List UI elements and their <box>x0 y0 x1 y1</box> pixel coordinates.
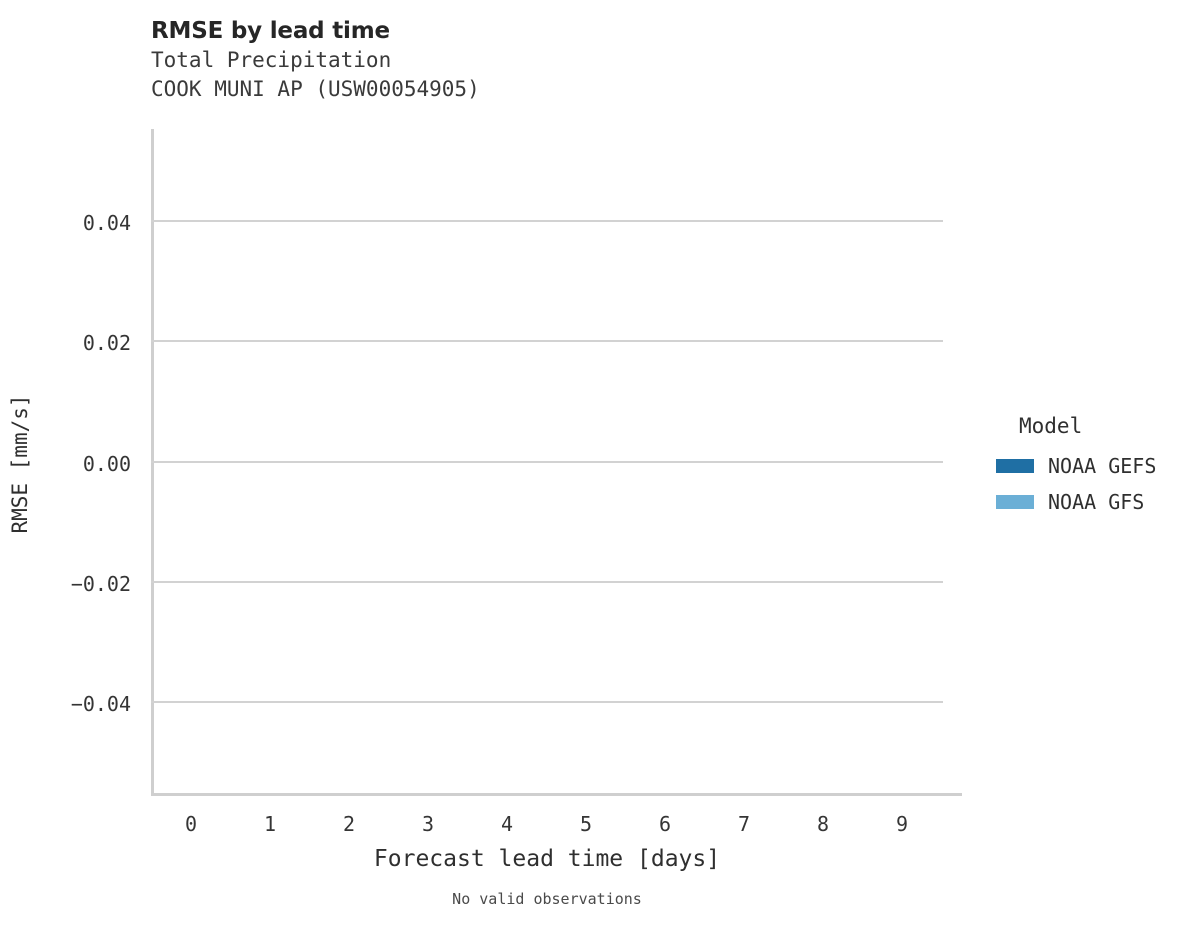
x-tick-label-0: 0 <box>184 812 198 836</box>
x-tick-label-4: 4 <box>500 812 514 836</box>
x-tick-label-2: 2 <box>342 812 356 836</box>
gridline-0.00 <box>151 461 943 463</box>
chart-subtitle-station: COOK MUNI AP (USW00054905) <box>151 77 480 101</box>
gridline--0.02 <box>151 581 943 583</box>
title-block: RMSE by lead time Total Precipitation CO… <box>151 16 951 104</box>
y-tick-label-4: −0.04 <box>70 692 131 716</box>
no-data-note: No valid observations <box>452 890 642 908</box>
y-tick-label-3: −0.02 <box>70 572 131 596</box>
legend-swatch-noaa-gfs <box>996 495 1034 509</box>
y-axis-label: RMSE [mm/s] <box>8 394 32 534</box>
page-title: RMSE by lead time <box>151 18 390 44</box>
chart-subtitle-variable: Total Precipitation <box>151 48 392 72</box>
x-tick-label-5: 5 <box>579 812 593 836</box>
legend-label-noaa-gefs: NOAA GEFS <box>1048 454 1157 478</box>
gridline--0.04 <box>151 701 943 703</box>
plot-area[interactable] <box>151 129 943 793</box>
x-tick-label-1: 1 <box>263 812 277 836</box>
y-tick-label-2: 0.00 <box>82 452 131 476</box>
x-tick-label-3: 3 <box>421 812 435 836</box>
x-tick-label-8: 8 <box>816 812 830 836</box>
gridline-0.02 <box>151 340 943 342</box>
x-tick-label-7: 7 <box>737 812 751 836</box>
x-axis-label: Forecast lead time [days] <box>373 846 721 872</box>
x-tick-label-6: 6 <box>658 812 672 836</box>
y-tick-label-1: 0.02 <box>82 331 131 355</box>
y-tick-label-0: 0.04 <box>82 211 131 235</box>
legend-title: Model <box>1019 414 1083 438</box>
y-axis-label-container: RMSE [mm/s] <box>0 0 40 928</box>
legend-label-noaa-gfs: NOAA GFS <box>1048 490 1145 514</box>
x-tick-label-9: 9 <box>895 812 909 836</box>
legend-swatch-noaa-gefs <box>996 459 1034 473</box>
gridline-0.04 <box>151 220 943 222</box>
x-axis-spine <box>151 793 962 796</box>
